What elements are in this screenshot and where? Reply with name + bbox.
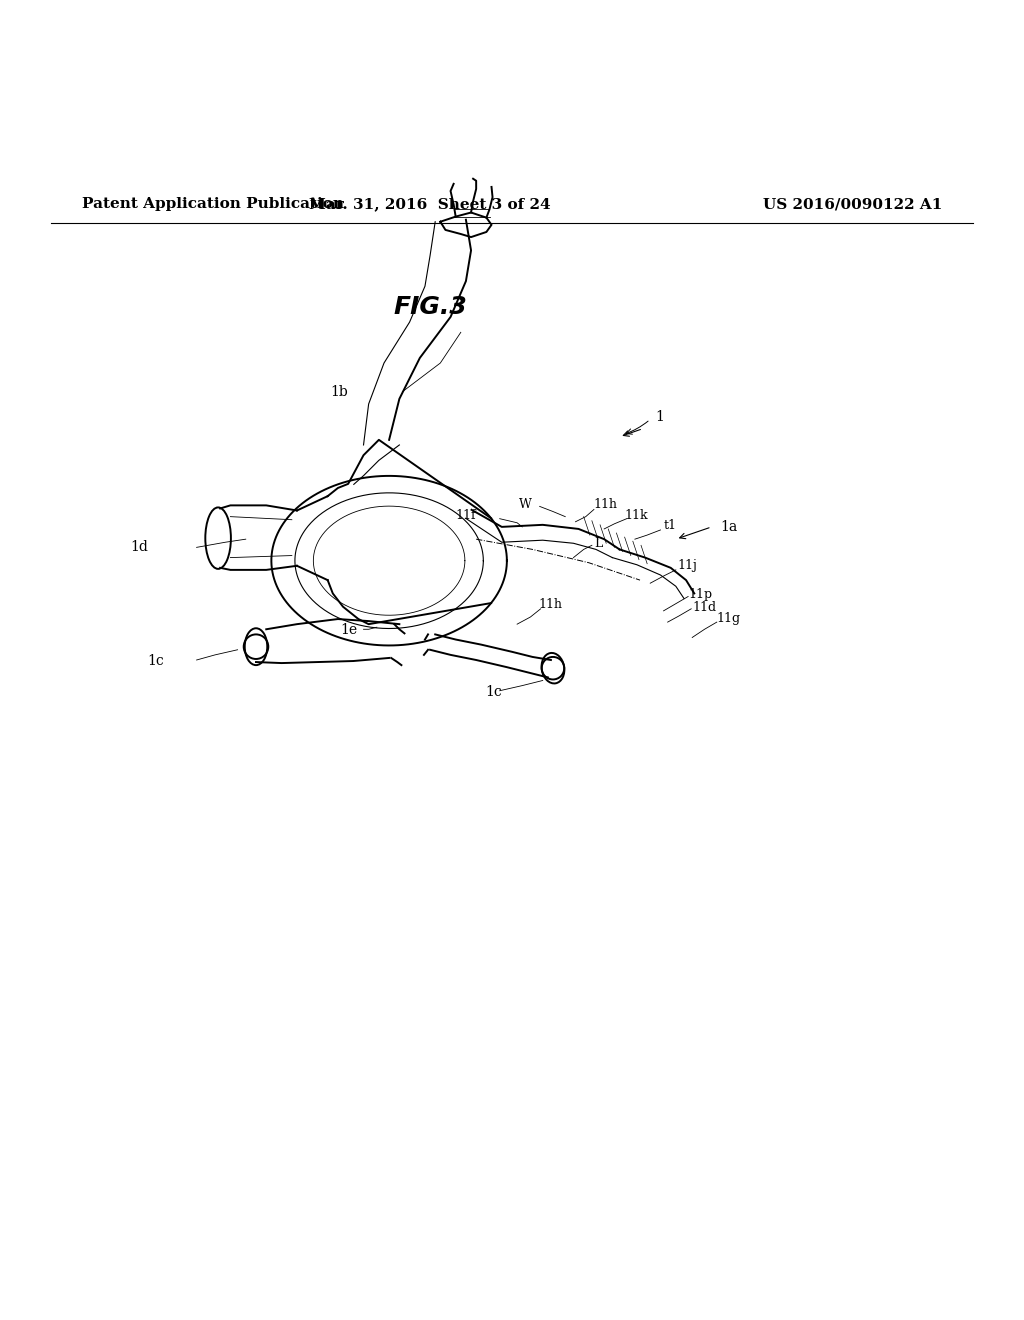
Text: FIG.3: FIG.3 [393, 294, 467, 318]
Text: 1: 1 [655, 411, 665, 424]
Text: US 2016/0090122 A1: US 2016/0090122 A1 [763, 197, 942, 211]
Text: 11h: 11h [539, 598, 562, 611]
Text: 1d: 1d [131, 540, 148, 554]
Text: 11d: 11d [692, 602, 717, 614]
Text: 11j: 11j [678, 560, 697, 573]
Text: 1c: 1c [485, 685, 502, 698]
Text: 1e: 1e [340, 623, 357, 638]
Text: 1b: 1b [331, 384, 348, 399]
Text: t1: t1 [664, 519, 677, 532]
Text: 11p: 11p [688, 587, 713, 601]
Text: 11g: 11g [717, 611, 741, 624]
Text: 11f: 11f [456, 510, 476, 523]
Text: Mar. 31, 2016  Sheet 3 of 24: Mar. 31, 2016 Sheet 3 of 24 [309, 197, 551, 211]
Text: 1c: 1c [147, 653, 164, 668]
Text: 11h: 11h [594, 498, 617, 511]
Text: W: W [518, 498, 531, 511]
Text: L: L [594, 537, 602, 549]
Text: 11k: 11k [625, 510, 648, 523]
Text: Patent Application Publication: Patent Application Publication [82, 197, 344, 211]
Text: 1a: 1a [720, 520, 737, 533]
